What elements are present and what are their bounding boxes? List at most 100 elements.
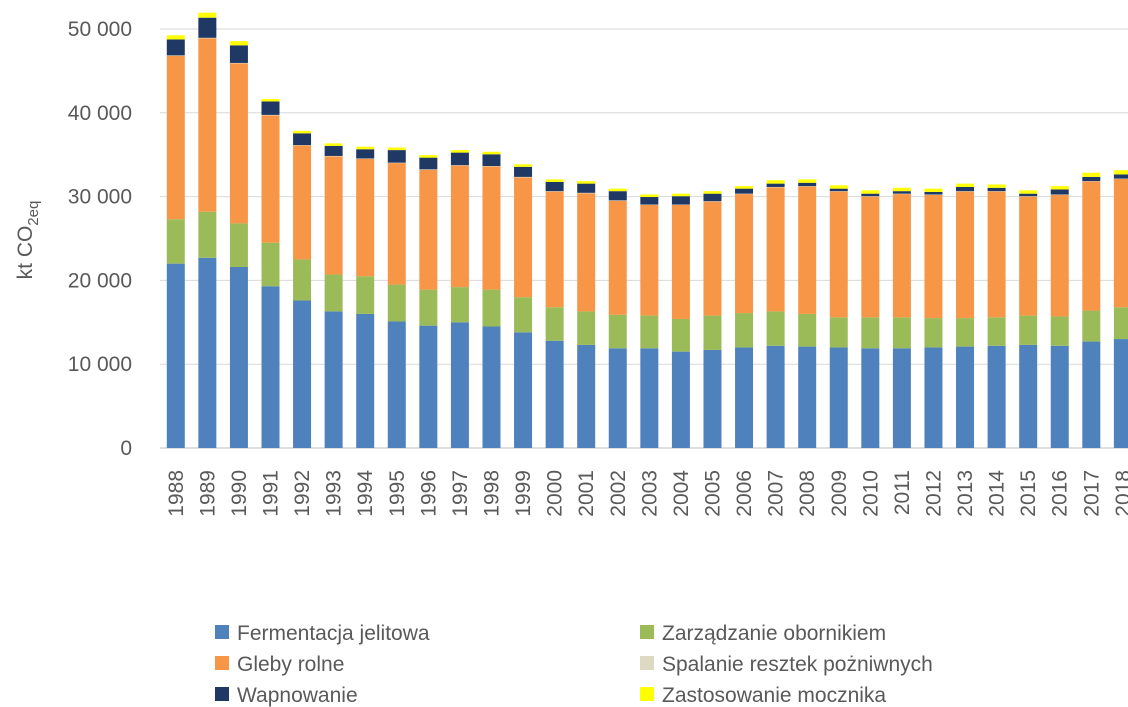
bar-segment: [956, 318, 975, 347]
bar-segment: [514, 332, 533, 448]
y-tick-label: 40 000: [68, 102, 132, 125]
legend-label: Zarządzanie obornikiem: [662, 622, 886, 645]
bar-segment: [735, 347, 754, 448]
x-tick-label: 2005: [701, 470, 724, 517]
bar-segment: [482, 289, 501, 327]
bar-segment: [671, 196, 690, 205]
x-tick-label: 2009: [828, 470, 851, 517]
x-tick-label: 2013: [954, 470, 977, 517]
bar-segment: [293, 300, 312, 448]
bar-segment: [640, 194, 659, 198]
bar-segment: [608, 200, 627, 315]
bar-segment: [577, 181, 596, 184]
x-tick-label: 2008: [796, 470, 819, 517]
bar-segment: [198, 38, 217, 212]
bar-segment: [640, 197, 659, 205]
bar-segment: [829, 317, 848, 348]
bar-segment: [229, 45, 248, 63]
x-tick-label: 2006: [733, 470, 756, 517]
bar-segment: [1082, 181, 1101, 311]
bar-segment: [229, 266, 248, 448]
bar-segment: [261, 115, 280, 243]
bar-segment: [987, 317, 1006, 346]
bar-segment: [735, 194, 754, 314]
bar-segment: [829, 347, 848, 448]
bar-segment: [166, 35, 185, 40]
bar-segment: [766, 183, 785, 187]
bar-segment: [482, 166, 501, 290]
bar-segment: [261, 101, 280, 115]
bar-segment: [1113, 339, 1128, 448]
bar-segment: [829, 185, 848, 189]
bar-segment: [356, 158, 375, 277]
x-tick-label: 1998: [480, 470, 503, 517]
bar-segment: [545, 179, 564, 182]
bar-segment: [419, 289, 438, 326]
y-axis-title-main: kt CO: [14, 226, 37, 280]
y-tick-label: 0: [120, 437, 132, 460]
bar-segment: [1019, 196, 1038, 316]
bar-segment: [956, 183, 975, 187]
bar-segment: [324, 145, 343, 156]
y-tick-label: 10 000: [68, 353, 132, 376]
bar-segment: [324, 274, 343, 312]
bar-segment: [419, 157, 438, 170]
bar-segment: [829, 191, 848, 318]
bar-segment: [735, 186, 754, 189]
bar-segment: [198, 17, 217, 38]
x-tick-label: 2016: [1049, 470, 1072, 517]
bar-segment: [229, 41, 248, 46]
bar-segment: [166, 219, 185, 264]
bar-segment: [482, 151, 501, 155]
bar-segment: [924, 188, 943, 192]
bar-segment: [545, 181, 564, 192]
bar-segment: [166, 39, 185, 56]
x-tick-label: 2007: [765, 470, 788, 517]
bar-segment: [1113, 174, 1128, 179]
bar-segment: [293, 259, 312, 301]
legend-label: Gleby rolne: [237, 653, 344, 676]
bar-segment: [608, 348, 627, 448]
bar-segment: [419, 169, 438, 290]
bar-segment: [198, 12, 217, 18]
bar-segment: [987, 191, 1006, 318]
bar-segment: [1113, 307, 1128, 340]
bar-segment: [229, 223, 248, 267]
legend-swatch: [215, 687, 229, 701]
bar-segment: [861, 196, 880, 318]
bar-segment: [608, 188, 627, 192]
legend-swatch: [215, 656, 229, 670]
bar-segment: [229, 63, 248, 224]
bar-segment: [356, 149, 375, 159]
x-tick-label: 1996: [417, 470, 440, 517]
x-tick-label: 2002: [607, 470, 630, 517]
bar-segment: [482, 154, 501, 167]
legend-label: Wapnowanie: [237, 684, 358, 707]
bar-segment: [956, 191, 975, 319]
bar-segment: [703, 191, 722, 194]
x-tick-label: 1992: [291, 470, 314, 517]
x-tick-label: 1995: [386, 470, 409, 517]
legend-swatch: [215, 625, 229, 639]
bar-segment: [514, 164, 533, 167]
x-tick-label: 2017: [1080, 470, 1103, 517]
bar-segment: [987, 345, 1006, 448]
bar-segment: [293, 133, 312, 146]
bar-segment: [798, 186, 817, 314]
bar-segment: [387, 163, 406, 285]
bar-segment: [861, 348, 880, 448]
bar-segment: [356, 146, 375, 150]
bar-segment: [861, 193, 880, 197]
bar-segment: [703, 193, 722, 202]
x-tick-label: 2004: [670, 470, 693, 517]
legend-label: Fermentacja jelitowa: [237, 622, 430, 645]
x-tick-label: 2015: [1017, 470, 1040, 517]
x-tick-label: 2012: [922, 470, 945, 517]
bar-segment: [1082, 176, 1101, 182]
x-tick-label: 1999: [512, 470, 535, 517]
bar-segment: [545, 191, 564, 308]
bar-segment: [608, 191, 627, 201]
bar-segment: [1113, 179, 1128, 308]
bar-segment: [1082, 310, 1101, 342]
